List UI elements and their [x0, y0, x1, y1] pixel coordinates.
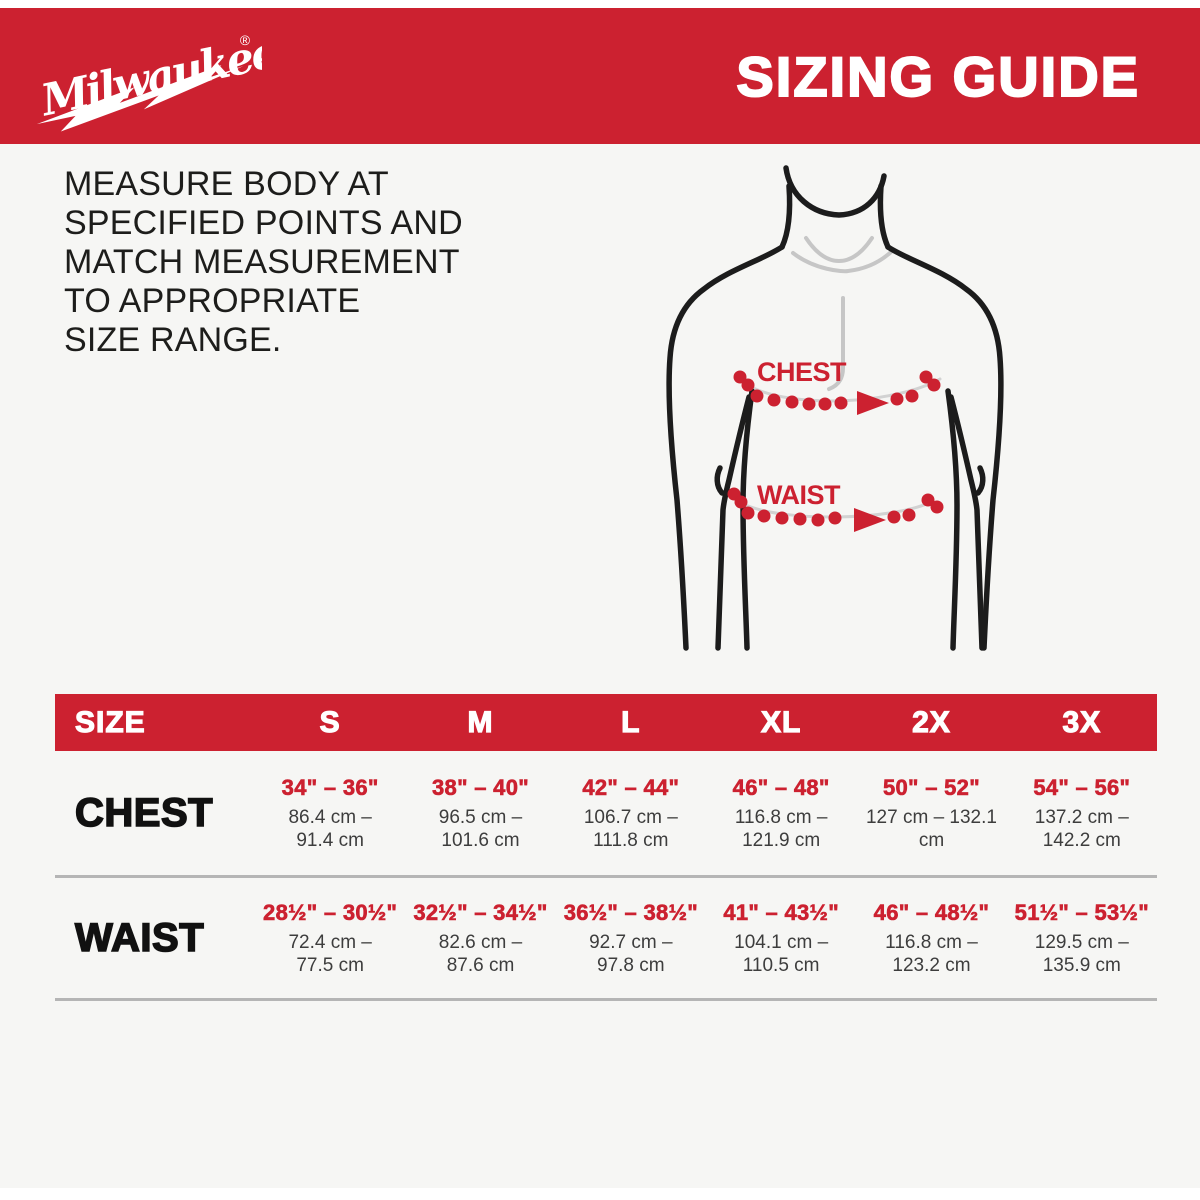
lightning-bolt-icon: [36, 65, 244, 132]
waist-cell-2x: 46" – 48½" 116.8 cm – 123.2 cm: [856, 899, 1006, 977]
chest-3x-inches: 54" – 56": [1033, 774, 1131, 800]
waist-l-inches: 36½" – 38½": [563, 899, 698, 925]
chest-cell-3x: 54" – 56" 137.2 cm – 142.2 cm: [1007, 774, 1157, 852]
waist-l-cm: 92.7 cm – 97.8 cm: [589, 931, 673, 976]
waist-cell-xl: 41" – 43½" 104.1 cm – 110.5 cm: [706, 899, 856, 977]
waist-xl-inches: 41" – 43½": [723, 899, 839, 925]
col-header-3x: 3X: [1062, 705, 1102, 739]
top-white-strip: [0, 0, 1200, 8]
chest-measure-line: [733, 370, 941, 415]
chest-cell-l: 42" – 44" 106.7 cm – 111.8 cm: [556, 774, 706, 852]
chest-xl-inches: 46" – 48": [732, 774, 830, 800]
waist-s-cm: 72.4 cm – 77.5 cm: [288, 931, 372, 976]
waist-xl-cm: 104.1 cm – 110.5 cm: [734, 931, 829, 976]
waist-cell-l: 36½" – 38½" 92.7 cm – 97.8 cm: [556, 899, 706, 977]
chest-cell-2x: 50" – 52" 127 cm – 132.1 cm: [856, 774, 1006, 852]
page-title: SIZING GUIDE: [735, 44, 1140, 109]
anatomy-detail-lines: [791, 236, 893, 391]
waist-cell-3x: 51½" – 53½" 129.5 cm – 135.9 cm: [1007, 899, 1157, 977]
waist-measure-line: [727, 487, 944, 532]
chest-m-cm: 96.5 cm – 101.6 cm: [438, 806, 523, 851]
col-header-size: SIZE: [74, 705, 146, 739]
milwaukee-logo-icon: Milwaukee ®: [35, 27, 282, 132]
chest-cell-xl: 46" – 48" 116.8 cm – 121.9 cm: [706, 774, 856, 852]
waist-diagram-label: WAIST: [757, 480, 841, 510]
waist-s-inches: 28½" – 30½": [263, 899, 398, 925]
waist-2x-cm: 116.8 cm – 123.2 cm: [885, 931, 978, 976]
waist-m-cm: 82.6 cm – 87.6 cm: [438, 931, 523, 976]
chest-2x-inches: 50" – 52": [882, 774, 980, 800]
waist-cell-m: 32½" – 34½" 82.6 cm – 87.6 cm: [405, 899, 555, 977]
chest-m-inches: 38" – 40": [432, 774, 529, 800]
registered-mark: ®: [240, 32, 250, 48]
chest-2x-cm: 127 cm – 132.1 cm: [865, 806, 997, 851]
row-label-waist: WAIST: [74, 915, 205, 961]
chest-3x-cm: 137.2 cm – 142.2 cm: [1034, 806, 1129, 851]
col-header-2x: 2X: [912, 705, 951, 739]
table-row-waist: WAIST 28½" – 30½" 72.4 cm – 77.5 cm 32½"…: [55, 878, 1157, 1001]
col-header-l: L: [621, 705, 641, 739]
milwaukee-logo: Milwaukee ®: [22, 14, 282, 142]
col-header-s: S: [319, 705, 341, 739]
chest-diagram-label: CHEST: [757, 357, 847, 387]
waist-cell-s: 28½" – 30½" 72.4 cm – 77.5 cm: [255, 899, 405, 977]
bottom-white-strip: [0, 1188, 1200, 1200]
chest-l-inches: 42" – 44": [582, 774, 680, 800]
body-outline: [666, 165, 1004, 651]
waist-arrow-icon: [854, 508, 886, 532]
chest-arrow-icon: [857, 391, 889, 415]
waist-2x-inches: 46" – 48½": [873, 899, 990, 925]
chest-cell-m: 38" – 40" 96.5 cm – 101.6 cm: [405, 774, 555, 852]
brand-banner: Milwaukee ® SIZING GUIDE: [0, 8, 1200, 144]
waist-3x-cm: 129.5 cm – 135.9 cm: [1034, 931, 1129, 976]
row-label-chest: CHEST: [74, 790, 214, 836]
chest-s-cm: 86.4 cm – 91.4 cm: [288, 806, 372, 851]
chest-cell-s: 34" – 36" 86.4 cm – 91.4 cm: [255, 774, 405, 852]
table-row-chest: CHEST 34" – 36" 86.4 cm – 91.4 cm 38" – …: [55, 751, 1157, 878]
col-header-m: M: [467, 705, 494, 739]
chest-xl-cm: 116.8 cm – 121.9 cm: [734, 806, 828, 851]
chest-l-cm: 106.7 cm – 111.8 cm: [583, 806, 678, 851]
col-header-xl: XL: [760, 705, 802, 739]
waist-m-inches: 32½" – 34½": [413, 899, 548, 925]
chest-s-inches: 34" – 36": [281, 774, 379, 800]
intro-text: MEASURE BODY AT SPECIFIED POINTS AND MAT…: [64, 165, 463, 359]
waist-3x-inches: 51½" – 53½": [1014, 899, 1149, 925]
torso-outline-icon: CHEST WAIST: [666, 165, 1004, 651]
logo-script-text: Milwaukee: [35, 27, 262, 127]
body-measurement-diagram: CHEST WAIST: [620, 140, 1080, 652]
size-table-header: SIZE S M L XL 2X 3X: [55, 694, 1157, 751]
